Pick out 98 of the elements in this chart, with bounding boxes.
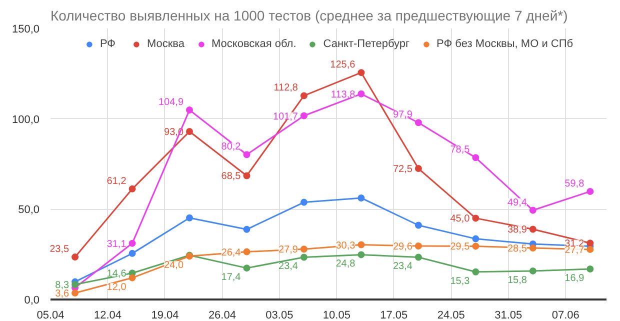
data-label: 49,4 bbox=[507, 197, 528, 208]
data-label: 30,3 bbox=[336, 240, 356, 252]
point bbox=[186, 128, 193, 135]
point bbox=[300, 92, 308, 100]
data-label: 3,6 bbox=[55, 288, 70, 300]
point bbox=[72, 254, 79, 261]
point bbox=[300, 112, 308, 120]
point bbox=[72, 281, 79, 288]
point bbox=[300, 246, 308, 253]
data-label: 80,2 bbox=[221, 142, 242, 153]
point bbox=[414, 165, 422, 172]
y-tick-label: 50,0 bbox=[18, 204, 40, 216]
data-label: 101,7 bbox=[272, 111, 298, 122]
point bbox=[414, 119, 422, 126]
point bbox=[472, 154, 480, 162]
y-tick-label: 150,0 bbox=[12, 24, 40, 36]
point bbox=[128, 250, 136, 257]
point bbox=[529, 226, 536, 233]
data-label: 29,6 bbox=[392, 242, 413, 253]
data-label: 17,4 bbox=[221, 272, 242, 284]
point bbox=[186, 106, 193, 114]
data-label: 112,8 bbox=[274, 82, 298, 94]
data-label: 45,0 bbox=[450, 214, 470, 225]
point bbox=[300, 198, 308, 206]
point bbox=[186, 214, 193, 222]
data-label: 15,3 bbox=[450, 276, 470, 287]
legend-label: Московская обл. bbox=[212, 38, 296, 50]
data-label: 23,5 bbox=[50, 244, 70, 256]
data-label: 16,9 bbox=[564, 272, 585, 284]
x-tick-label: 05.04 bbox=[36, 310, 64, 321]
point bbox=[358, 241, 365, 248]
point bbox=[414, 254, 422, 261]
legend-label: Москва bbox=[146, 38, 185, 50]
point bbox=[529, 244, 536, 252]
x-tick-label: 26.04 bbox=[208, 310, 236, 321]
data-label: 125,6 bbox=[330, 60, 356, 71]
x-tick-label: 19.04 bbox=[151, 310, 179, 321]
point bbox=[529, 206, 536, 214]
legend-label: РФ bbox=[100, 38, 117, 50]
point bbox=[472, 268, 480, 276]
data-label: 23,4 bbox=[392, 261, 413, 272]
y-tick-label: 100,0 bbox=[12, 114, 40, 126]
data-label: 68,5 bbox=[221, 171, 242, 182]
x-tick-label: 03.05 bbox=[266, 310, 294, 321]
point bbox=[128, 240, 136, 247]
point bbox=[300, 254, 308, 261]
point bbox=[472, 214, 480, 222]
point bbox=[586, 246, 594, 253]
point bbox=[243, 226, 250, 233]
data-label: 28,5 bbox=[507, 244, 528, 255]
legend-label: Санкт-Петербург bbox=[323, 38, 410, 50]
point bbox=[243, 264, 250, 272]
point bbox=[243, 151, 250, 158]
chart-title: Количество выявленных на 1000 тестов (среднее за предшествующие 7 дней*) bbox=[50, 8, 568, 24]
point bbox=[586, 240, 594, 247]
point bbox=[358, 194, 365, 202]
x-tick-label: 24.05 bbox=[437, 310, 465, 321]
x-tick-label: 12.04 bbox=[94, 310, 122, 321]
data-label: 61,2 bbox=[106, 176, 127, 187]
data-label: 27,9 bbox=[278, 244, 298, 256]
point bbox=[128, 185, 136, 192]
point bbox=[243, 172, 250, 180]
data-label: 104,9 bbox=[158, 96, 184, 108]
data-label: 72,5 bbox=[392, 164, 413, 176]
data-label: 97,9 bbox=[392, 110, 413, 121]
point bbox=[529, 267, 536, 274]
point bbox=[414, 222, 422, 229]
point bbox=[72, 290, 79, 296]
x-tick-label: 10.05 bbox=[322, 310, 350, 321]
data-label: 23,4 bbox=[278, 261, 298, 272]
data-label: 38,9 bbox=[507, 224, 528, 236]
x-tick-label: 17.05 bbox=[380, 310, 408, 321]
point bbox=[472, 242, 480, 250]
point bbox=[414, 242, 422, 250]
point bbox=[243, 248, 250, 256]
data-label: 24,8 bbox=[336, 258, 356, 270]
data-label: 27,7 bbox=[564, 244, 585, 256]
data-label: 113,8 bbox=[330, 89, 356, 100]
data-label: 26,4 bbox=[221, 247, 242, 258]
data-label: 12,0 bbox=[106, 282, 127, 293]
data-label: 59,8 bbox=[564, 178, 585, 190]
data-label: 15,8 bbox=[507, 274, 528, 286]
data-label: 14,6 bbox=[106, 268, 127, 280]
x-tick-label: 07.06 bbox=[552, 310, 580, 321]
data-label: 29,5 bbox=[450, 242, 470, 253]
legend-label: РФ без Москвы, МО и СПб bbox=[436, 38, 574, 50]
point bbox=[358, 251, 365, 258]
point bbox=[128, 274, 136, 282]
data-label: 24,0 bbox=[164, 260, 184, 272]
data-label: 78,5 bbox=[450, 144, 470, 156]
point bbox=[358, 69, 365, 76]
point bbox=[358, 90, 365, 98]
point bbox=[586, 265, 594, 272]
point bbox=[586, 188, 594, 195]
y-tick-label: 0,0 bbox=[24, 294, 40, 306]
point bbox=[472, 235, 480, 242]
x-tick-label: 31.05 bbox=[494, 310, 522, 321]
data-label: 31,1 bbox=[106, 238, 127, 250]
